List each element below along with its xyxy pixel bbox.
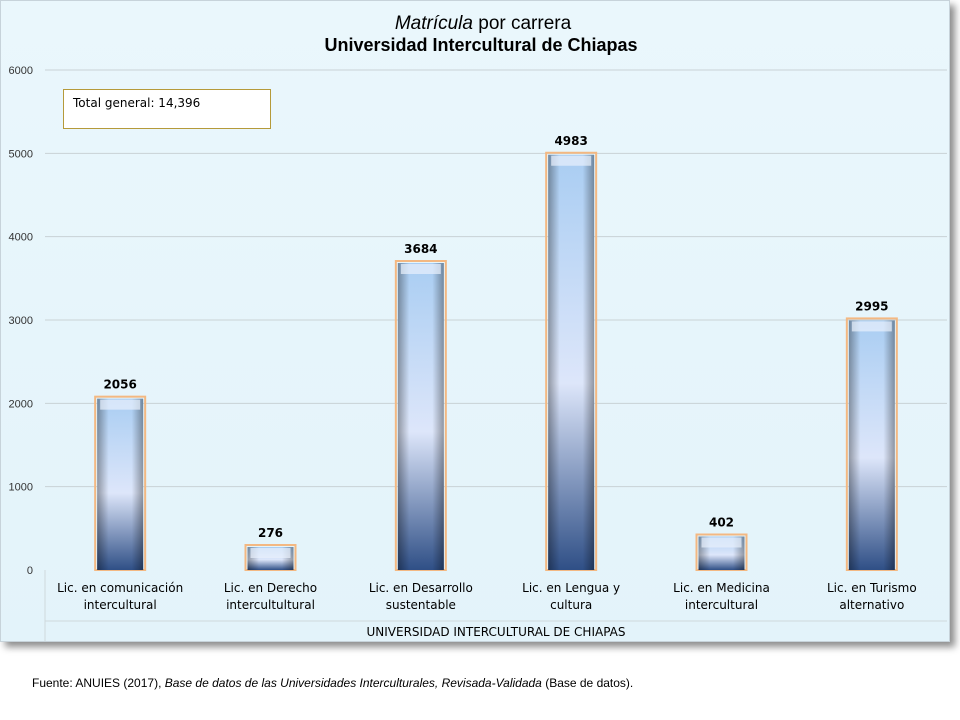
x-tick-label: Lic. en Desarrollo (369, 581, 473, 595)
bar-cap (851, 321, 892, 332)
source-prefix: Fuente: ANUIES (2017), (32, 676, 162, 690)
y-tick-label: 5000 (9, 148, 33, 160)
y-tick-label: 6000 (9, 65, 33, 77)
x-tick-label: Lic. en Turismo (827, 581, 917, 595)
bar (244, 544, 297, 571)
x-tick-label: intercultultural (226, 598, 315, 612)
y-axis: 0 1000 2000 3000 4000 5000 6000 (9, 65, 33, 577)
x-axis-title: UNIVERSIDAD INTERCULTURAL DE CHIAPAS (367, 625, 626, 639)
source-title: Base de datos de las Universidades Inter… (164, 676, 542, 690)
y-tick-label: 2000 (9, 398, 33, 410)
x-tick-label: alternativo (839, 598, 904, 612)
data-label: 4983 (554, 134, 587, 148)
x-tick-label: Lic. en Medicina (673, 581, 770, 595)
y-tick-label: 4000 (9, 232, 33, 244)
chart-frame: Matrícula por carrera Universidad Interc… (0, 0, 950, 642)
bar-shade (397, 263, 444, 570)
grid-lines (45, 69, 947, 488)
x-axis-labels: Lic. en comunicación intercultural Lic. en… (57, 581, 917, 612)
x-tick-label: intercultural (84, 598, 157, 612)
bars: 2056 276 3684 4983 402 2995 (94, 134, 898, 571)
bar (94, 395, 147, 571)
data-label: 2056 (103, 378, 136, 392)
data-label: 2995 (855, 299, 888, 313)
x-tick-label: Lic. en comunicación (57, 581, 183, 595)
chart-subtitle: Universidad Intercultural de Chiapas (324, 35, 637, 55)
bar-cap (400, 264, 441, 274)
bar (394, 260, 447, 571)
data-label: 276 (258, 526, 283, 540)
bar-cap (551, 155, 592, 166)
x-tick-label: Lic. en Lengua y (522, 581, 620, 595)
bar-cap (100, 399, 141, 410)
total-general-text: Total general: 14,396 (73, 96, 201, 110)
total-general-box: Total general: 14,396 (63, 89, 271, 129)
bar-cap (250, 548, 291, 558)
x-tick-label: intercultural (685, 598, 758, 612)
bar-shade (848, 320, 895, 570)
bar-cap (701, 537, 742, 548)
x-tick-label: sustentable (386, 598, 456, 612)
bar-shade (548, 154, 595, 570)
bar-chart: Matrícula por carrera Universidad Interc… (9, 13, 947, 641)
y-tick-label: 1000 (9, 482, 33, 494)
x-tick-label: cultura (550, 598, 592, 612)
bar (845, 317, 898, 571)
data-label: 402 (709, 516, 734, 530)
chart-title: Matrícula por carrera (395, 13, 572, 34)
y-tick-label: 3000 (9, 315, 33, 327)
data-label: 3684 (404, 242, 437, 256)
bar (695, 533, 748, 571)
bar (545, 151, 598, 571)
source-suffix: (Base de datos). (545, 676, 634, 690)
x-tick-label: Lic. en Derecho (224, 581, 317, 595)
bar-shade (97, 398, 144, 570)
source-note: Fuente: ANUIES (2017), Base de datos de … (32, 676, 932, 690)
y-tick-label: 0 (27, 565, 33, 577)
